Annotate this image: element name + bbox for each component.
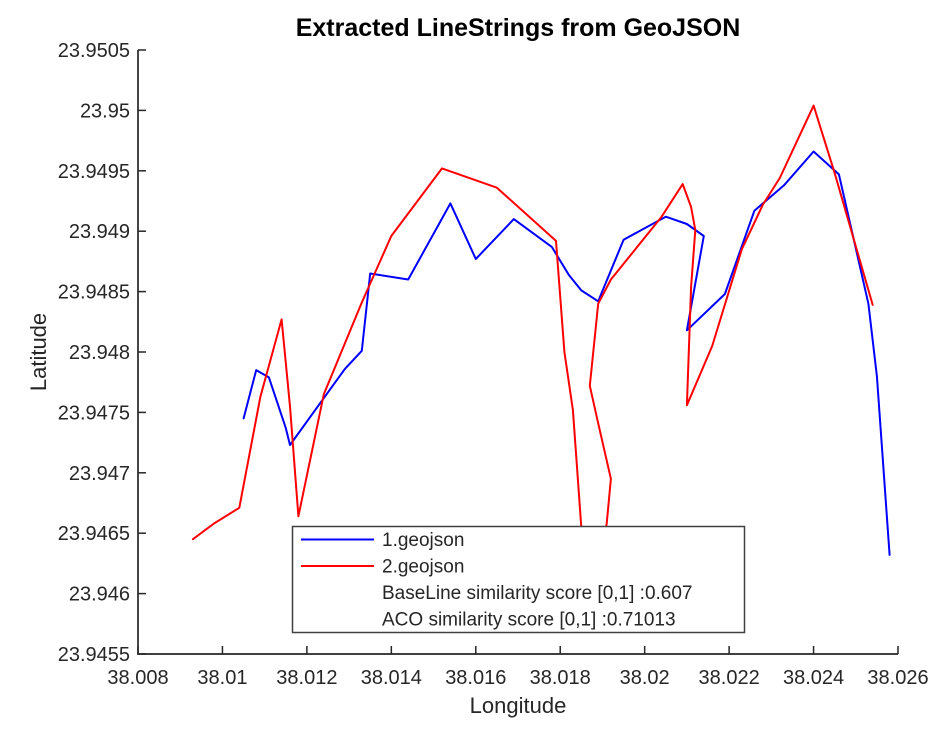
x-tick-label: 38.02 [620,667,670,689]
x-tick-label: 38.018 [530,667,591,689]
y-tick-label: 23.9505 [58,40,130,62]
legend-box [291,525,746,634]
x-axis-label: Longitude [470,693,567,718]
x-tick-label: 38.014 [361,667,422,689]
y-axis-label: Latitude [26,313,51,391]
x-tick-label: 38.026 [867,667,928,689]
x-tick-label: 38.016 [445,667,506,689]
legend-entry-series2: 2.geojson [382,557,464,578]
y-tick-label: 23.9455 [58,644,130,666]
x-tick-label: 38.01 [197,667,247,689]
legend-entry-baseline-score: BaseLine similarity score [0,1] :0.607 [382,583,693,604]
x-tick-label: 38.012 [276,667,337,689]
x-tick-label: 38.024 [783,667,844,689]
x-tick-label: 38.008 [107,667,168,689]
legend: 1.geojson 2.geojson BaseLine similarity … [291,525,746,634]
chart-title: Extracted LineStrings from GeoJSON [296,14,741,42]
series-line-1 [191,104,874,571]
y-tick-label: 23.95 [80,100,130,122]
legend-entry-series1: 1.geojson [382,530,464,551]
y-tick-label: 23.9485 [58,282,130,304]
y-tick-label: 23.949 [69,221,130,243]
y-tick-label: 23.9495 [58,161,130,183]
y-tick-label: 23.947 [69,463,130,485]
y-tick-label: 23.946 [69,584,130,606]
y-tick-label: 23.948 [69,342,130,364]
series-line-0 [242,150,891,556]
y-tick-label: 23.9475 [58,402,130,424]
series-layer [191,104,891,571]
legend-entry-aco-score: ACO similarity score [0,1] :0.71013 [382,610,676,631]
axes-layer: 38.008 38.01 38.012 38.014 38.016 38.018 38.02… [58,40,929,689]
x-tick-label: 38.022 [699,667,760,689]
y-tick-label: 23.9465 [58,523,130,545]
